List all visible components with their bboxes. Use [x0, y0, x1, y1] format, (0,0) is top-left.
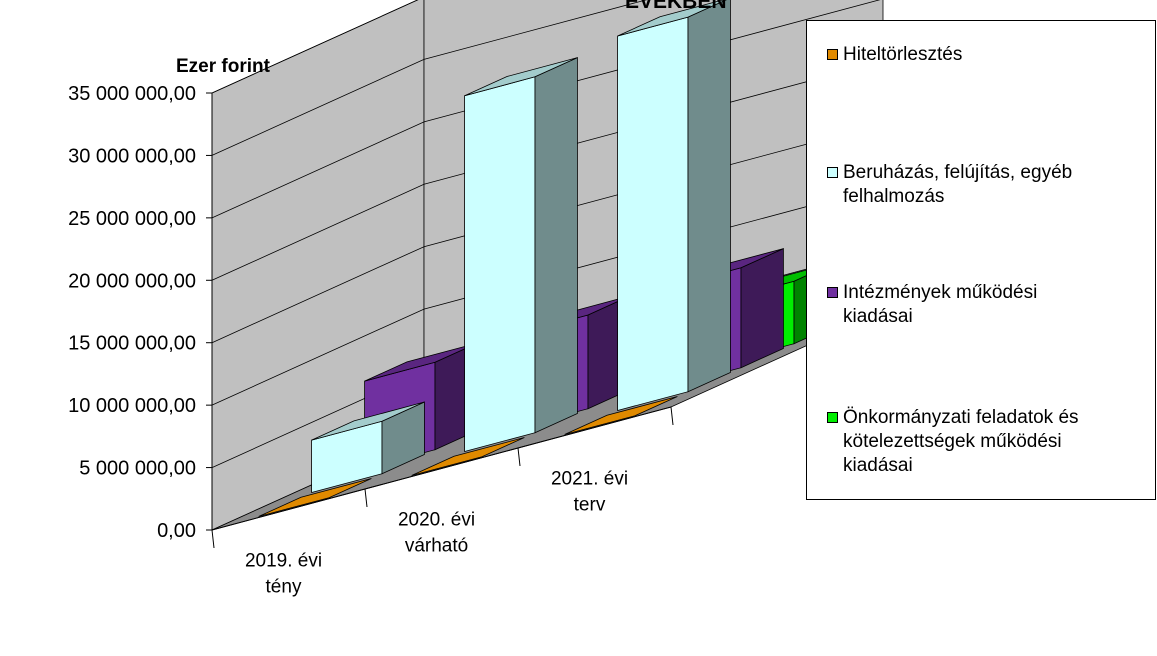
y-tick-label: 5 000 000,00 [79, 458, 196, 480]
legend-swatch [827, 49, 838, 60]
legend-item: Önkormányzati feladatok és kötelezettsége… [827, 406, 1152, 478]
legend-item: Beruházás, felújítás, egyéb felhalmozás [827, 161, 1152, 209]
y-tick-label: 15 000 000,00 [68, 333, 196, 355]
x-axis-line [211, 406, 672, 531]
legend-swatch [827, 412, 838, 423]
x-tick [670, 406, 674, 426]
chart-title: ÉVEKBEN [625, 0, 727, 13]
legend: Hiteltörlesztés Beruházás, felújítás, egy… [806, 20, 1156, 500]
y-axis-label: Ezer forint [176, 56, 271, 77]
legend-item: Hiteltörlesztés [827, 43, 1152, 67]
legend-label: Beruházás, felújítás, egyéb [843, 162, 1073, 183]
y-tick-label: 10 000 000,00 [68, 395, 196, 417]
x-tick-label: 2020. évi várható [398, 510, 475, 557]
y-tick-label: 0,00 [157, 520, 196, 542]
legend-item: Intézmények működési kiadásai [827, 281, 1152, 329]
bar-side [687, 0, 731, 393]
bar [411, 437, 525, 476]
bar-front [464, 76, 536, 453]
bar-top [464, 57, 578, 97]
x-tick [517, 447, 521, 467]
y-tick-label: 35 000 000,00 [68, 83, 196, 105]
bar [617, 0, 731, 412]
x-tick-label: 2019. évi tény [245, 551, 322, 598]
x-tick [211, 529, 215, 549]
bar-top [411, 437, 525, 476]
bar-top [311, 401, 425, 441]
bar [258, 478, 372, 517]
bar-top [258, 478, 372, 517]
bars [258, 0, 837, 517]
bar-front [617, 16, 689, 412]
bar-side [740, 247, 784, 369]
legend-swatch [827, 167, 838, 178]
bar-side [534, 56, 578, 434]
legend-swatch [827, 287, 838, 298]
legend-label: Hiteltörlesztés [843, 44, 963, 65]
bar-top [617, 0, 727, 37]
x-tick [364, 488, 368, 508]
legend-label: Intézmények működési [843, 282, 1038, 303]
legend-label: kiadásai [843, 455, 913, 476]
y-tick-labels: 0,00 5 000 000,00 10 000 000,00 15 000 000,… [68, 83, 212, 542]
legend-label: Önkormányzati feladatok és [843, 407, 1079, 428]
y-tick-label: 30 000 000,00 [68, 145, 196, 167]
bar [464, 56, 578, 453]
legend-label: kiadásai [843, 306, 913, 327]
bar [564, 396, 678, 435]
legend-label: kötelezettségek működési [843, 431, 1062, 452]
legend-label: felhalmozás [843, 186, 945, 207]
bar-top [564, 396, 678, 435]
x-category-labels: 2019. évi tény 2020. évi várható 2021. évi te… [211, 406, 674, 598]
y-tick-label: 20 000 000,00 [68, 270, 196, 292]
x-tick-label: 2021. évi terv [551, 469, 628, 516]
gridline [211, 0, 648, 156]
bar [311, 401, 425, 494]
axes [211, 93, 672, 531]
gridline [211, 0, 419, 94]
y-tick-label: 25 000 000,00 [68, 208, 196, 230]
